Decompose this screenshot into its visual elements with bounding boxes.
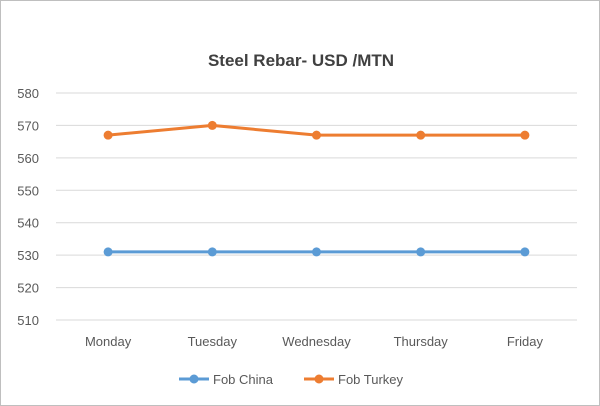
y-tick-label: 570: [17, 118, 39, 133]
data-point: [416, 130, 426, 140]
x-tick-label: Wednesday: [282, 334, 351, 349]
legend-item: Fob Turkey: [304, 372, 404, 387]
y-tick-label: 510: [17, 313, 39, 328]
data-point: [103, 247, 113, 257]
data-point: [207, 247, 217, 257]
legend-label: Fob Turkey: [338, 372, 404, 387]
y-tick-label: 580: [17, 86, 39, 101]
data-point: [103, 130, 113, 140]
y-tick-label: 520: [17, 281, 39, 296]
series-lines: [103, 120, 530, 257]
legend-item: Fob China: [179, 372, 274, 387]
y-tick-label: 540: [17, 216, 39, 231]
y-tick-label: 560: [17, 151, 39, 166]
data-point: [312, 247, 321, 257]
legend-swatch-marker: [189, 374, 199, 384]
series-fob-china: [103, 247, 530, 257]
legend-swatch-marker: [314, 374, 324, 384]
y-axis-ticks: 510 520 530 540 550 560 570 580: [17, 86, 39, 328]
x-axis-ticks: Monday Tuesday Wednesday Thursday Friday: [85, 334, 543, 349]
y-tick-label: 530: [17, 248, 39, 263]
data-point: [312, 130, 321, 140]
gridlines: [56, 92, 577, 321]
legend: Fob China Fob Turkey: [179, 372, 404, 387]
data-point: [520, 247, 530, 257]
data-point: [207, 120, 217, 130]
x-tick-label: Friday: [507, 334, 544, 349]
series-fob-turkey: [103, 120, 530, 140]
data-point: [416, 247, 426, 257]
y-tick-label: 550: [17, 183, 39, 198]
chart-title: Steel Rebar- USD /MTN: [208, 51, 394, 70]
legend-label: Fob China: [213, 372, 274, 387]
x-tick-label: Tuesday: [188, 334, 238, 349]
x-tick-label: Thursday: [394, 334, 449, 349]
data-point: [520, 130, 530, 140]
x-tick-label: Monday: [85, 334, 132, 349]
